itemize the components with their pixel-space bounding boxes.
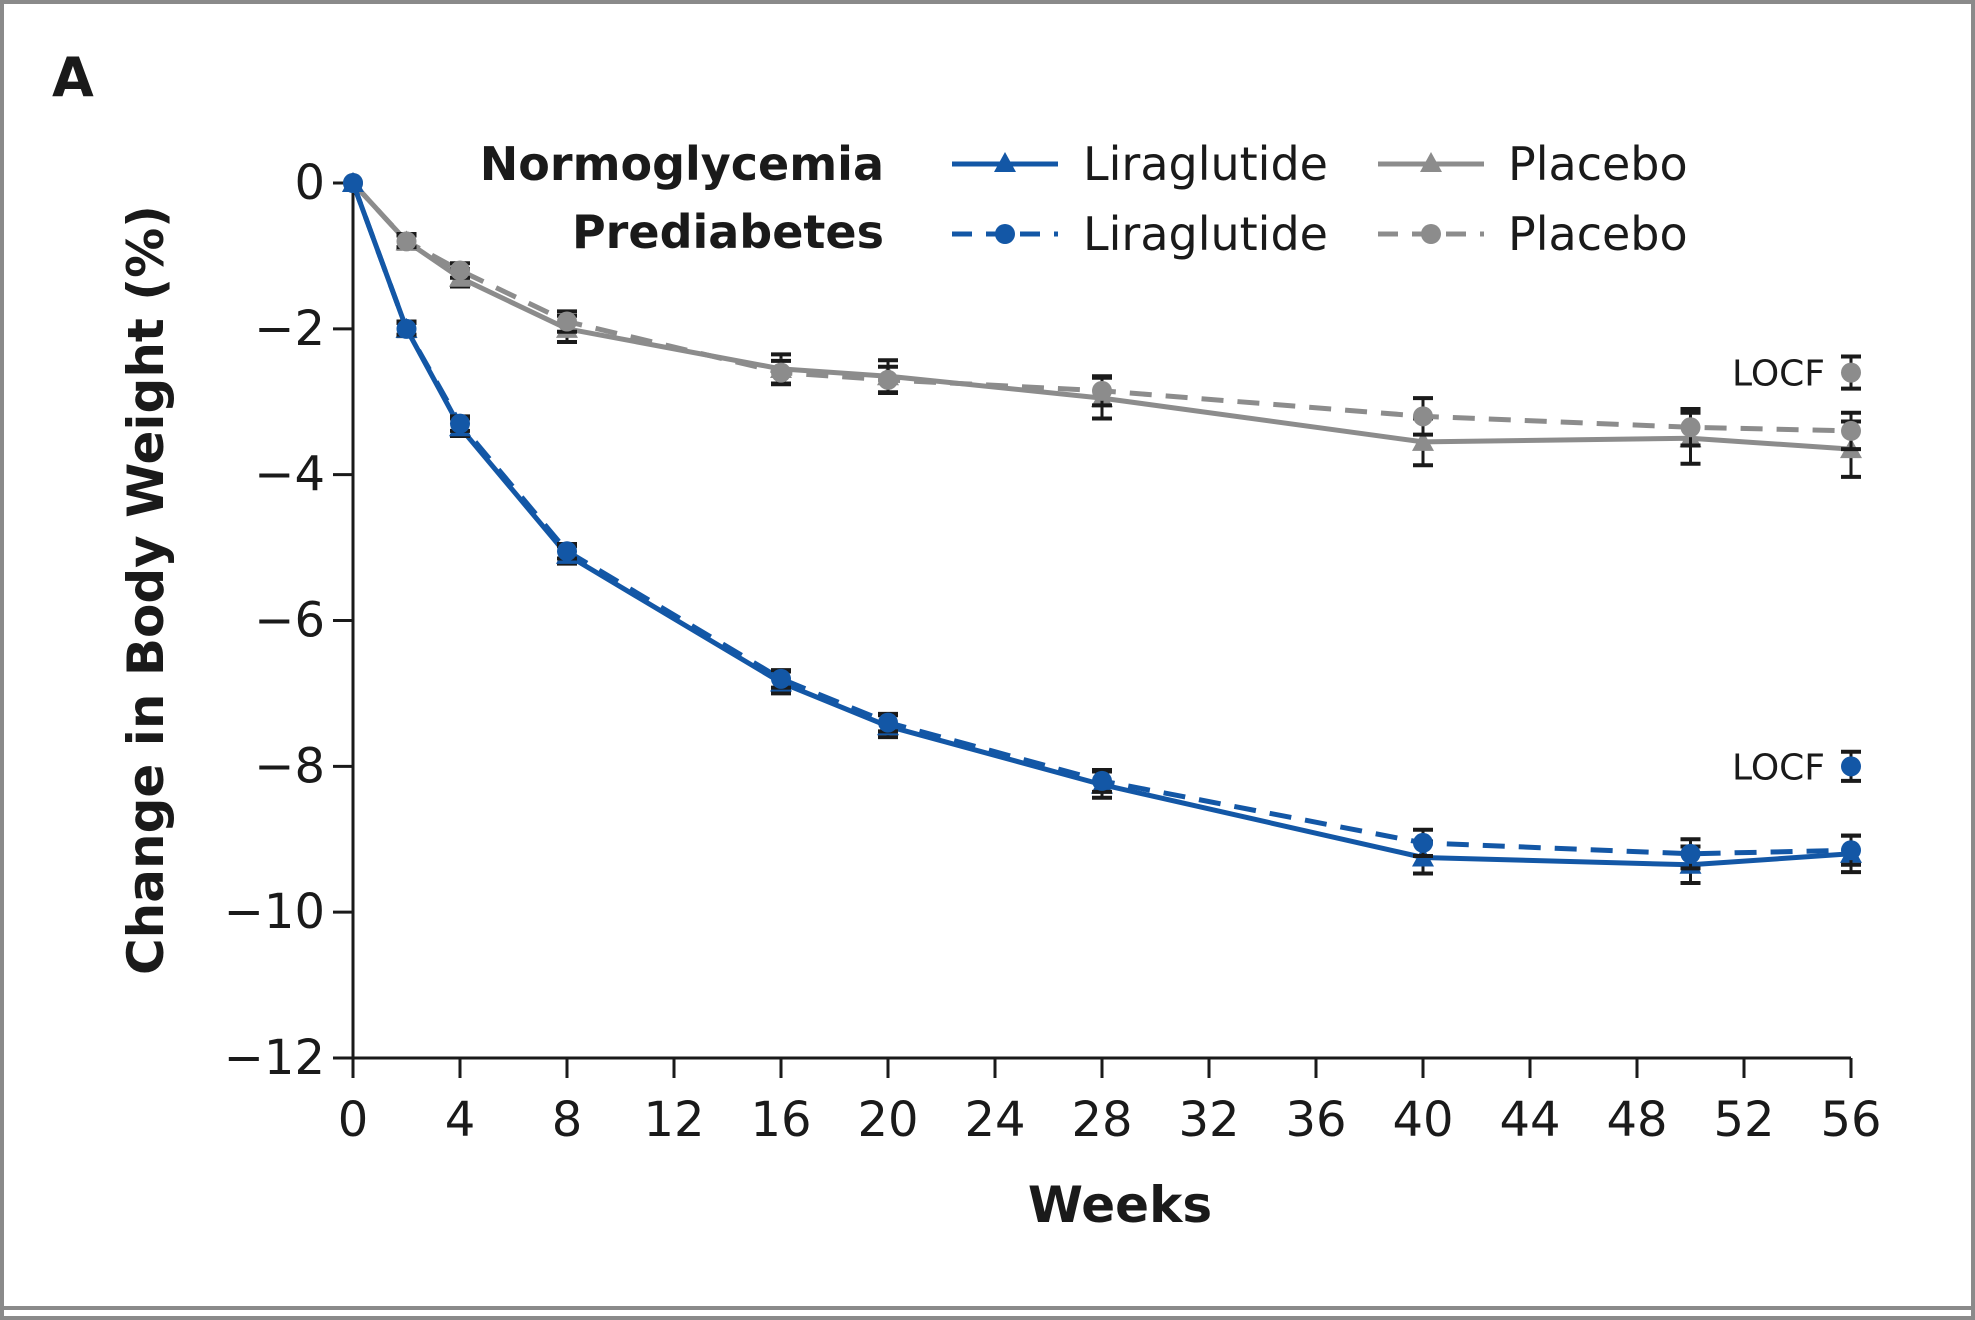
x-tick-label: 20	[857, 1092, 918, 1148]
x-tick-label: 44	[1499, 1092, 1560, 1148]
y-tick-label: −10	[224, 884, 325, 940]
legend-header-normoglycemia: Normoglycemia	[480, 137, 884, 191]
y-axis-title: Change in Body Weight (%)	[117, 205, 175, 975]
x-axis-title: Weeks	[1028, 1176, 1212, 1234]
series-liraglutide-prediabetes	[343, 173, 1861, 871]
locf-liraglutide-label: LOCF	[1732, 747, 1825, 788]
series-line-liraglutide-prediabetes	[350, 182, 1852, 857]
x-tick-label: 48	[1606, 1092, 1667, 1148]
y-ticks: 0 −2 −4 −6 −8 −10 −12	[224, 155, 353, 1086]
liraglutide-prediabetes-point	[1092, 770, 1112, 791]
x-tick-label: 8	[552, 1092, 583, 1148]
y-tick-label: −12	[224, 1030, 325, 1086]
liraglutide-prediabetes-point	[878, 712, 898, 733]
liraglutide-prediabetes-point	[1841, 840, 1861, 861]
series-line-liraglutide-normoglycemia	[350, 182, 1852, 868]
locf-placebo: LOCF	[1732, 354, 1861, 395]
placebo-prediabetes-point	[557, 311, 577, 332]
series-line-placebo-normoglycemia	[351, 181, 1852, 452]
x-tick-label: 56	[1820, 1092, 1881, 1148]
x-tick-label: 16	[750, 1092, 811, 1148]
x-tick-label: 24	[964, 1092, 1025, 1148]
panel-label: A	[52, 46, 94, 109]
placebo-prediabetes-point	[1092, 380, 1112, 401]
legend-liraglutide-normo-label: Liraglutide	[1083, 137, 1328, 191]
x-tick-label: 40	[1392, 1092, 1453, 1148]
locf-placebo-label: LOCF	[1732, 354, 1825, 395]
series-line-placebo-prediabetes	[351, 181, 1852, 434]
y-tick-label: −2	[254, 301, 325, 357]
x-ticks: 0 4 8 12 16 20 24 28 32 36 40 44 48 52 56	[338, 1058, 1882, 1148]
x-tick-label: 32	[1178, 1092, 1239, 1148]
legend-liraglutide-pre-label: Liraglutide	[1083, 207, 1328, 261]
liraglutide-prediabetes-point	[1413, 832, 1433, 853]
locf-layer: LOCF LOCF	[1732, 354, 1861, 788]
placebo-prediabetes-point	[1841, 420, 1861, 441]
liraglutide-prediabetes-point	[396, 318, 417, 339]
legend-liraglutide-pre-marker	[995, 224, 1015, 244]
x-tick-label: 4	[445, 1092, 476, 1148]
y-tick-label: 0	[294, 155, 325, 211]
placebo-prediabetes-point	[1680, 417, 1701, 438]
legend: Normoglycemia Prediabetes Liraglutide Pl…	[480, 137, 1688, 261]
x-tick-label: 0	[338, 1092, 369, 1148]
y-tick-label: −8	[254, 738, 325, 794]
legend-placebo-normo-label: Placebo	[1508, 137, 1688, 191]
legend-placebo-pre-marker	[1421, 224, 1441, 244]
x-tick-label: 52	[1713, 1092, 1774, 1148]
liraglutide-prediabetes-point	[343, 173, 363, 193]
y-tick-label: −4	[254, 447, 325, 503]
liraglutide-prediabetes-point	[771, 668, 791, 689]
series-layer	[342, 172, 1862, 885]
x-tick-label: 28	[1071, 1092, 1132, 1148]
placebo-prediabetes-point	[396, 231, 417, 252]
legend-placebo-pre-label: Placebo	[1508, 207, 1688, 261]
x-tick-label: 12	[643, 1092, 704, 1148]
placebo-prediabetes-point	[878, 369, 898, 390]
locf-liraglutide-point	[1841, 756, 1861, 777]
x-tick-label: 36	[1285, 1092, 1346, 1148]
legend-placebo-normo-marker	[1420, 152, 1442, 172]
placebo-prediabetes-point	[450, 260, 470, 281]
placebo-prediabetes-point	[1413, 406, 1433, 427]
placebo-prediabetes-point	[771, 362, 791, 383]
y-tick-label: −6	[254, 593, 325, 649]
locf-liraglutide: LOCF	[1732, 747, 1861, 788]
liraglutide-prediabetes-point	[450, 413, 470, 434]
legend-header-prediabetes: Prediabetes	[572, 205, 884, 259]
liraglutide-prediabetes-point	[1680, 843, 1701, 864]
liraglutide-prediabetes-point	[557, 541, 577, 562]
locf-placebo-point	[1841, 362, 1861, 383]
placebo-normoglycemia-point	[1412, 430, 1434, 451]
legend-liraglutide-normo-marker	[994, 152, 1016, 172]
